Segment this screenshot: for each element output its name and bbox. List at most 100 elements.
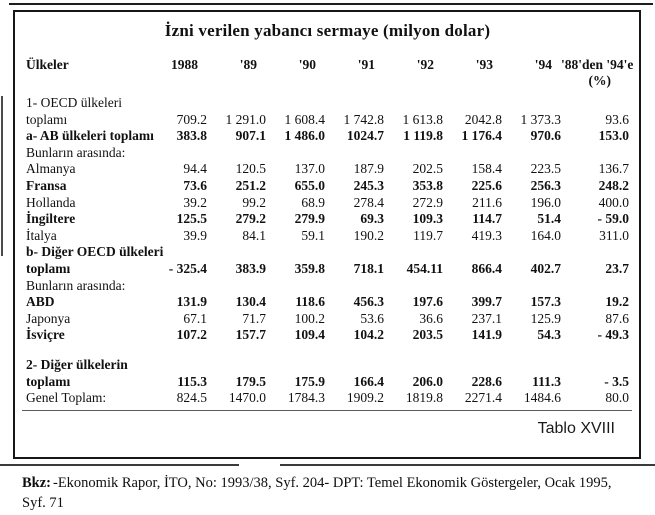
- value-cell: 1 119.8: [403, 128, 443, 144]
- table-row: ABD 131.9 130.4 118.6 456.3 197.6 399.7 157.3 19…: [26, 294, 629, 311]
- table-frame: İzni verilen yabancı sermaye (milyon dol…: [13, 10, 641, 459]
- value-cell: [561, 244, 629, 261]
- row-label-cell: İngiltere: [26, 211, 76, 227]
- table-row: İngiltere 125.5 279.2 279.9 69.3 109.3 114.7 51…: [26, 211, 629, 228]
- value-cell: [443, 344, 502, 357]
- value-cell: 278.4: [353, 194, 384, 210]
- value-cell: [443, 357, 502, 374]
- table-row: b- Diğer OECD ülkeleri: [26, 244, 629, 261]
- value-cell: [443, 95, 502, 112]
- value-cell: 1 608.4: [284, 111, 326, 127]
- value-cell: [443, 145, 502, 162]
- row-label-cell: [26, 344, 148, 357]
- value-cell: [561, 95, 629, 112]
- value-cell: 39.2: [183, 194, 207, 210]
- row-label-cell: toplamı: [26, 260, 71, 276]
- table-row: toplamı - 325.4 383.9 359.8 718.1 454.11 866.4…: [26, 261, 629, 278]
- value-cell: 454.11: [406, 260, 443, 276]
- value-cell: 383.9: [235, 260, 266, 276]
- row-label-cell: Fransa: [26, 177, 67, 193]
- table-title: İzni verilen yabancı sermaye (milyon dol…: [164, 21, 491, 40]
- value-cell: 59.1: [301, 227, 325, 243]
- value-cell: [325, 95, 384, 112]
- table-row: [26, 344, 629, 357]
- value-cell: 39.9: [183, 227, 207, 243]
- value-cell: 402.7: [530, 260, 561, 276]
- scan-rule-bottom-right: [280, 464, 655, 466]
- value-cell: [148, 145, 207, 162]
- scan-rule-bottom-left: [0, 464, 239, 466]
- value-cell: [561, 278, 629, 295]
- value-cell: 206.0: [412, 373, 443, 389]
- value-cell: 125.9: [530, 310, 561, 326]
- value-cell: 456.3: [353, 294, 384, 310]
- value-cell: 1 291.0: [225, 111, 267, 127]
- value-cell: 279.2: [235, 211, 266, 227]
- value-cell: [325, 344, 384, 357]
- value-cell: 400.0: [598, 194, 629, 210]
- value-cell: [266, 357, 325, 374]
- value-cell: 251.2: [235, 177, 266, 193]
- value-cell: [502, 244, 561, 261]
- value-cell: [148, 278, 207, 295]
- table-row: Hollanda 39.2 99.2 68.9 278.4 272.9 211.6 196.0…: [26, 195, 629, 212]
- value-cell: 71.7: [242, 310, 266, 326]
- value-cell: 279.9: [294, 211, 325, 227]
- value-cell: 51.4: [537, 211, 561, 227]
- value-cell: 175.9: [294, 373, 325, 389]
- value-cell: 166.4: [353, 373, 384, 389]
- value-cell: 93.6: [605, 111, 629, 127]
- value-cell: 80.0: [605, 390, 629, 406]
- value-cell: 353.8: [412, 177, 443, 193]
- foreign-capital-table: Ülkeler 1988 '89 '90 '91 '92 '93 '94 '88…: [26, 57, 633, 407]
- value-cell: 248.2: [598, 177, 629, 193]
- row-label-cell: Hollanda: [26, 194, 76, 210]
- value-cell: 53.6: [360, 310, 384, 326]
- value-cell: 225.6: [471, 177, 502, 193]
- row-label-cell: Bunların arasında:: [26, 144, 126, 160]
- row-label-cell: 1- OECD ülkeleri: [26, 95, 122, 110]
- value-cell: 120.5: [235, 161, 266, 177]
- table-row: Bunların arasında:: [26, 145, 629, 162]
- table-bottom-rule: [22, 409, 632, 411]
- source-caption-text: -Ekonomik Rapor, İTO, No: 1993/38, Syf. …: [22, 475, 612, 511]
- value-cell: [325, 278, 384, 295]
- value-cell: 1 373.3: [520, 111, 562, 127]
- value-cell: 164.0: [530, 227, 561, 243]
- value-cell: 907.1: [235, 128, 266, 144]
- value-cell: - 3.5: [604, 373, 629, 389]
- value-cell: [207, 145, 266, 162]
- table-row: 1- OECD ülkeleri: [26, 95, 629, 112]
- value-cell: 109.3: [412, 211, 443, 227]
- value-cell: [266, 244, 325, 261]
- column-header-1988: 1988: [171, 57, 198, 72]
- value-cell: 130.4: [235, 294, 266, 310]
- value-cell: 718.1: [353, 260, 384, 276]
- column-header-91: '91: [357, 57, 375, 72]
- table-row: Fransa 73.6 251.2 655.0 245.3 353.8 225.6 256.3…: [26, 178, 629, 195]
- value-cell: 111.3: [532, 373, 561, 389]
- value-cell: 203.5: [412, 327, 443, 343]
- value-cell: [148, 95, 207, 112]
- column-header-countries: Ülkeler: [26, 57, 69, 72]
- row-label-cell: Bunların arasında:: [26, 277, 126, 293]
- value-cell: [384, 278, 443, 295]
- value-cell: 118.6: [295, 294, 325, 310]
- value-cell: [561, 145, 629, 162]
- value-cell: 119.7: [413, 227, 443, 243]
- value-cell: [207, 357, 266, 374]
- value-cell: 67.1: [183, 310, 207, 326]
- value-cell: - 59.0: [597, 211, 630, 227]
- row-label-cell: ABD: [26, 294, 55, 310]
- value-cell: 970.6: [530, 128, 561, 144]
- value-cell: 19.2: [605, 294, 629, 310]
- value-cell: 23.7: [605, 260, 629, 276]
- value-cell: 2042.8: [464, 111, 502, 127]
- value-cell: [266, 344, 325, 357]
- value-cell: 99.2: [242, 194, 266, 210]
- row-label-cell: toplamı: [26, 111, 68, 127]
- row-label-cell: toplamı: [26, 373, 71, 389]
- value-cell: 69.3: [360, 211, 384, 227]
- value-cell: 383.8: [176, 128, 207, 144]
- table-row: Genel Toplam: 824.5 1470.0 1784.3 1909.2 1819…: [26, 390, 629, 407]
